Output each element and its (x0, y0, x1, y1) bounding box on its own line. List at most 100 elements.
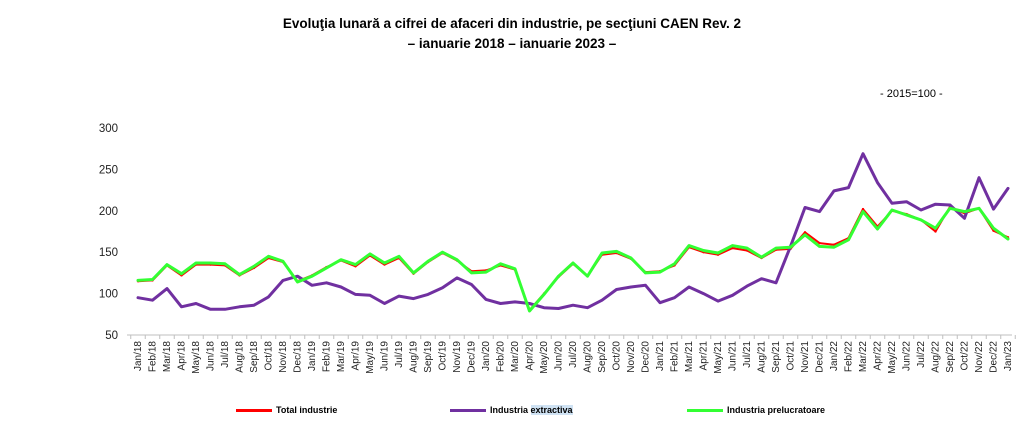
data-point-total-industrie (818, 241, 821, 245)
data-point-industria-extractiva (847, 186, 850, 189)
data-point-industria-extractiva (513, 300, 517, 304)
data-point-industria-prelucratoare (934, 227, 937, 230)
legend-item-total-industrie: Total industrie (236, 402, 337, 418)
x-tick-label: Dec/18 (293, 341, 304, 373)
data-point-industria-prelucratoare (586, 275, 589, 278)
data-point-industria-extractiva (223, 308, 227, 311)
x-tick-label: Jun/22 (902, 341, 913, 371)
x-tick-label: Mar/22 (858, 341, 869, 373)
data-point-industria-extractiva (542, 306, 546, 309)
data-point-industria-prelucratoare (948, 207, 952, 210)
series-industria-prelucratoare (136, 206, 1010, 313)
x-tick-label: Dec/19 (467, 341, 478, 373)
chart-title-line-2: – ianuarie 2018 – ianuarie 2023 – (407, 36, 617, 51)
y-tick-label: 300 (99, 123, 118, 135)
data-point-industria-prelucratoare (281, 260, 285, 263)
x-tick-label: Nov/21 (800, 341, 811, 373)
data-point-industria-prelucratoare (412, 271, 415, 275)
data-point-industria-extractiva (861, 152, 865, 155)
x-tick-label: Jun/18 (206, 341, 217, 371)
data-point-industria-prelucratoare (673, 262, 676, 265)
x-tick-label: Mar/20 (510, 341, 521, 373)
series-line-industria-extractiva (136, 152, 1010, 311)
data-point-industria-prelucratoare (789, 246, 792, 249)
x-tick-label: Jul/18 (220, 341, 231, 368)
x-tick-label: Aug/22 (931, 341, 942, 373)
series-industria-extractiva (136, 152, 1010, 311)
data-point-industria-extractiva (180, 305, 183, 308)
x-tick-label: Sep/20 (597, 341, 608, 373)
legend-label-industria-prelucratoare: Industria prelucratoare (727, 405, 826, 415)
legend-swatch-total-industrie (236, 408, 272, 412)
x-tick-label: Aug/18 (235, 341, 246, 373)
data-point-industria-prelucratoare (238, 273, 241, 276)
data-point-industria-prelucratoare (847, 238, 850, 241)
x-tick-label: Apr/20 (525, 341, 536, 371)
data-point-industria-extractiva (919, 208, 923, 212)
x-tick-label: May/22 (887, 341, 898, 374)
data-point-industria-prelucratoare (760, 256, 763, 259)
x-tick-label: Aug/20 (583, 341, 594, 373)
legend-swatch-industria-extractiva (450, 408, 486, 412)
data-point-industria-prelucratoare (252, 265, 256, 268)
data-point-industria-prelucratoare (600, 251, 604, 255)
data-point-industria-prelucratoare (339, 258, 343, 261)
data-point-industria-prelucratoare (542, 293, 546, 296)
data-point-industria-prelucratoare (194, 261, 198, 265)
data-point-industria-prelucratoare (165, 263, 169, 266)
data-point-industria-extractiva (499, 302, 502, 305)
data-point-industria-extractiva (368, 294, 372, 297)
data-point-industria-extractiva (629, 285, 633, 289)
legend-label-total-industrie: Total industrie (276, 405, 338, 415)
data-point-industria-extractiva (745, 284, 749, 288)
data-point-industria-extractiva (151, 299, 154, 302)
data-point-industria-prelucratoare (470, 271, 473, 275)
data-point-industria-prelucratoare (557, 275, 560, 278)
data-point-industria-extractiva (977, 176, 981, 179)
data-point-industria-extractiva (1006, 187, 1010, 190)
x-tick-label: May/18 (191, 341, 202, 374)
y-axis: 50 100 150 200 250 300 (99, 123, 118, 342)
x-tick-label: Jan/21 (655, 341, 666, 371)
x-tick-label: Jul/22 (916, 341, 927, 368)
data-point-industria-extractiva (876, 181, 879, 184)
y-tick-label: 150 (99, 247, 118, 259)
data-point-industria-extractiva (325, 281, 328, 284)
data-point-industria-prelucratoare (325, 266, 328, 270)
x-tick-label: Aug/21 (757, 341, 768, 373)
y-tick-label: 100 (99, 289, 118, 301)
data-point-industria-prelucratoare (890, 208, 894, 212)
data-point-industria-extractiva (383, 302, 386, 305)
x-tick-label: Jun/21 (728, 341, 739, 371)
data-point-industria-prelucratoare (136, 279, 140, 282)
x-tick-label: Dec/20 (641, 341, 652, 373)
x-tick-label: Feb/21 (670, 341, 681, 373)
y-tick-label: 50 (105, 330, 118, 342)
x-tick-label: Nov/22 (974, 341, 985, 373)
data-point-industria-extractiva (238, 305, 241, 308)
x-tick-label: Nov/19 (452, 341, 463, 373)
data-point-industria-extractiva (963, 217, 966, 220)
data-point-industria-prelucratoare (977, 207, 981, 210)
data-point-industria-extractiva (803, 206, 807, 209)
data-point-industria-prelucratoare (209, 261, 212, 265)
data-point-industria-extractiva (687, 285, 691, 289)
data-point-industria-prelucratoare (731, 244, 734, 247)
x-tick-label: Mar/21 (684, 341, 695, 373)
data-point-industria-prelucratoare (151, 278, 154, 281)
x-tick-label: Jan/18 (133, 341, 144, 371)
x-tick-label: Feb/22 (844, 341, 855, 373)
data-point-industria-extractiva (252, 304, 256, 307)
data-point-industria-extractiva (615, 288, 618, 291)
x-tick-label: May/19 (365, 341, 376, 374)
data-point-industria-prelucratoare (774, 246, 778, 250)
chart-title-line-1: Evoluţia lunară a cifrei de afaceri din … (282, 16, 742, 31)
data-point-industria-prelucratoare (963, 210, 966, 213)
data-point-industria-prelucratoare (832, 246, 836, 249)
data-point-industria-prelucratoare (441, 251, 444, 254)
data-point-industria-extractiva (774, 281, 778, 284)
data-point-industria-extractiva (354, 293, 357, 296)
x-tick-label: Jun/19 (380, 341, 391, 371)
data-point-industria-prelucratoare (296, 280, 299, 284)
series-layer (136, 152, 1010, 313)
